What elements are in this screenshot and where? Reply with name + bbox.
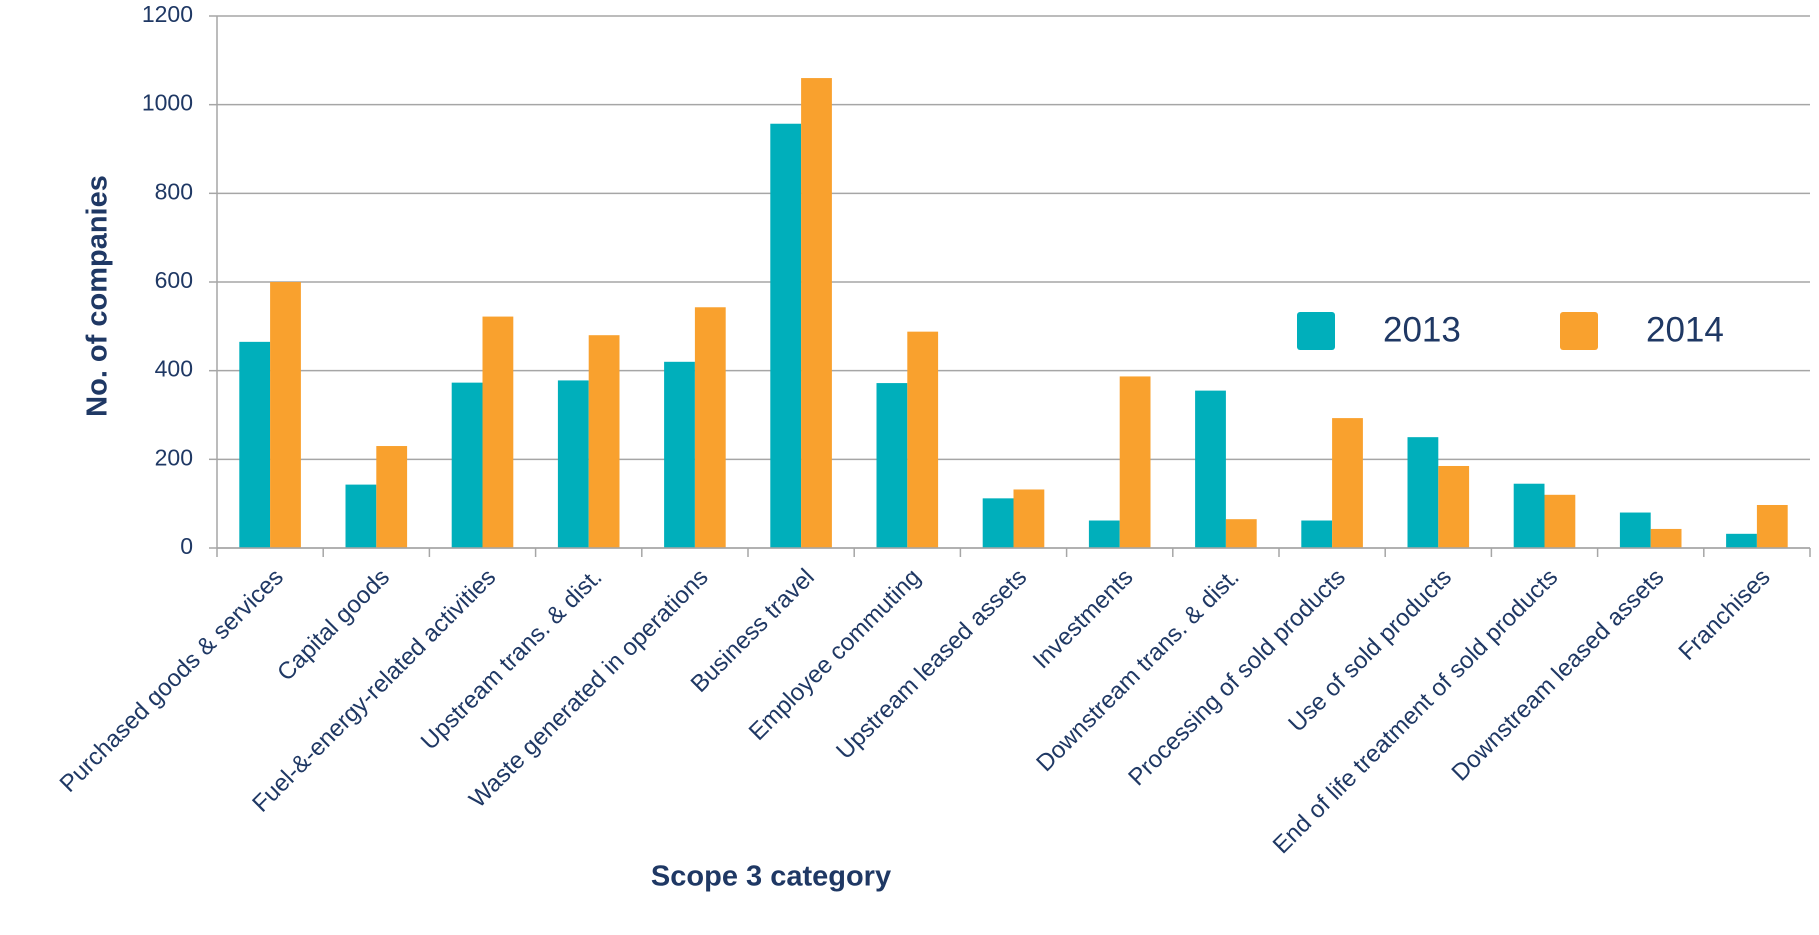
x-tick-label: Employee commuting [744,564,926,746]
bar [557,380,589,548]
x-tick-label: Investments [1028,564,1139,675]
x-tick-label: Upstream trans. & dist. [416,564,608,756]
bar [588,335,620,548]
bar [1650,528,1682,548]
bar [451,382,483,548]
bar [1513,483,1545,548]
bar [770,123,802,548]
bar [1756,504,1788,548]
bar [1301,520,1333,548]
y-tick-label: 200 [155,444,193,470]
bar [1195,390,1226,548]
y-tick-label: 0 [180,533,193,559]
bar [1119,376,1151,548]
y-tick-label: 1200 [142,1,193,27]
y-tick-label: 400 [155,356,193,382]
bar [1013,489,1045,548]
x-tick-label: Downstream trans. & dist. [1031,564,1244,777]
x-tick-label: Purchased goods & services [55,564,289,798]
legend-label: 2013 [1383,310,1461,349]
bar [694,307,726,548]
bar [482,316,514,548]
x-tick-label: Downstream leased assets [1447,564,1670,787]
bar [1438,465,1470,548]
x-tick-label: Processing of sold products [1123,564,1351,792]
bar [1407,437,1439,548]
bar [1726,533,1757,548]
bar [376,446,408,548]
legend-swatch [1297,312,1335,350]
bar [982,498,1014,548]
y-tick-label: 600 [155,267,193,293]
bar [1225,519,1257,548]
bar [345,484,377,548]
y-tick-label: 1000 [142,90,193,116]
y-axis-title: No. of companies [82,175,114,417]
bar [1332,418,1363,548]
x-tick-label: Upstream leased assets [831,564,1032,765]
x-axis-title: Scope 3 category [651,861,891,893]
bar [664,361,695,548]
bar [1619,512,1651,548]
bar [876,383,908,548]
y-tick-label: 800 [155,178,193,204]
bar [801,78,832,549]
bar [239,341,271,548]
legend-label: 2014 [1646,310,1724,349]
bar [1088,520,1120,548]
bar [1544,494,1576,548]
x-tick-label: Franchises [1674,564,1776,666]
bar [270,282,301,548]
legend-swatch [1560,312,1598,350]
bar [907,331,939,548]
